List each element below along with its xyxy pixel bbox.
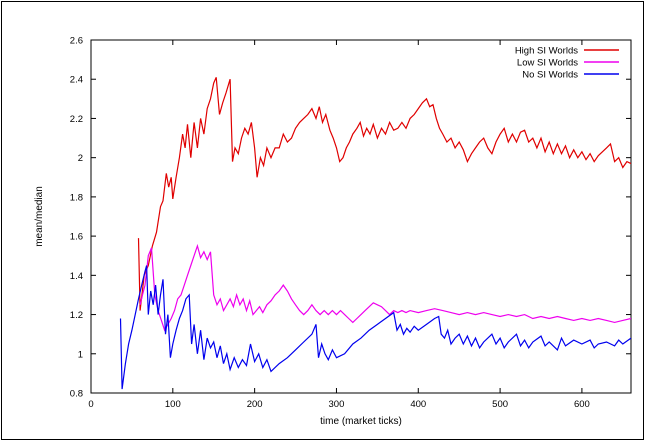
x-tick-label: 300 xyxy=(329,399,345,410)
x-tick-label: 400 xyxy=(410,399,426,410)
y-tick-label: 1 xyxy=(78,349,83,360)
x-tick-label: 200 xyxy=(247,399,263,410)
y-tick-label: 2.4 xyxy=(70,75,83,86)
x-tick-label: 500 xyxy=(492,399,508,410)
series-lines xyxy=(119,77,631,390)
x-tick-label: 0 xyxy=(88,399,93,410)
legend-label: High SI Worlds xyxy=(515,46,578,57)
y-tick-label: 1.4 xyxy=(70,271,83,282)
y-tick-label: 2.6 xyxy=(70,36,83,47)
x-tick-label: 100 xyxy=(165,399,181,410)
series-line-high-si-worlds xyxy=(137,77,631,311)
x-tick-label: 600 xyxy=(574,399,590,410)
y-tick-label: 1.2 xyxy=(70,310,83,321)
y-axis-title: mean/median xyxy=(34,186,45,247)
y-tick-label: 1.8 xyxy=(70,192,83,203)
series-line-no-si-worlds xyxy=(119,265,631,390)
plot-area xyxy=(90,39,632,394)
legend-label: No SI Worlds xyxy=(522,70,578,81)
x-axis-title: time (market ticks) xyxy=(320,416,402,427)
y-tick-label: 1.6 xyxy=(70,232,83,243)
y-tick-label: 2 xyxy=(78,153,83,164)
y-tick-label: 2.2 xyxy=(70,114,83,125)
axis-ticks: 0 100 200 300 400 500 600 0.8 1 1.2 1.4 1.6 1.8 2 2.2 2… xyxy=(70,36,631,410)
legend-label: Low SI Worlds xyxy=(517,58,578,69)
series-line-low-si-worlds xyxy=(139,243,631,332)
y-tick-label: 0.8 xyxy=(70,389,83,400)
